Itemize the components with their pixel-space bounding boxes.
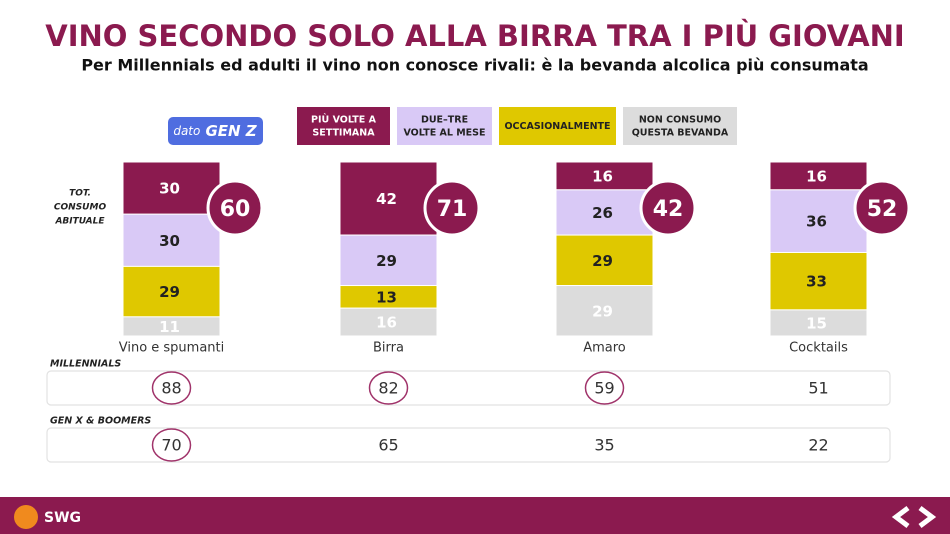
x-tick-label: Birra bbox=[373, 341, 404, 356]
data-label: 36 bbox=[806, 213, 827, 231]
total-label: TOT. bbox=[69, 189, 91, 199]
row-value: 70 bbox=[161, 436, 181, 455]
data-label: 42 bbox=[376, 190, 397, 208]
chart-title: VINO SECONDO SOLO ALLA BIRRA TRA I PIÙ G… bbox=[45, 19, 904, 53]
footer-logo: SWG bbox=[44, 510, 81, 526]
total-circle bbox=[206, 179, 264, 237]
total-circle bbox=[639, 179, 697, 237]
footer-logo-icon bbox=[14, 505, 38, 529]
row-box bbox=[46, 427, 891, 463]
row-value: 35 bbox=[594, 436, 614, 455]
data-label: 26 bbox=[592, 204, 613, 222]
x-tick-label: Cocktails bbox=[789, 341, 848, 356]
bar-segment bbox=[555, 189, 654, 236]
data-label: 16 bbox=[592, 167, 613, 185]
brand-logo bbox=[891, 506, 937, 528]
row-box bbox=[46, 370, 891, 406]
footer-bar bbox=[0, 497, 950, 534]
badge-label: GEN Z bbox=[205, 122, 257, 140]
row-value: 59 bbox=[594, 379, 614, 398]
bar-segment bbox=[555, 234, 654, 287]
bar-segment bbox=[339, 307, 438, 337]
highlight-ring bbox=[368, 371, 409, 405]
row-value: 82 bbox=[378, 379, 398, 398]
highlight-ring bbox=[151, 371, 192, 405]
data-label: 13 bbox=[376, 288, 397, 306]
data-label: 11 bbox=[159, 318, 180, 336]
total-label: CONSUMO bbox=[54, 203, 107, 213]
x-tick-label: Amaro bbox=[583, 341, 626, 356]
data-label: 16 bbox=[376, 314, 397, 332]
row-value: 65 bbox=[378, 436, 398, 455]
bar-segment bbox=[122, 213, 221, 267]
total-value: 52 bbox=[867, 197, 898, 222]
legend-swatch bbox=[623, 107, 737, 145]
data-label: 33 bbox=[806, 273, 827, 291]
data-label: 15 bbox=[806, 314, 827, 332]
legend-label: OCCASIONALMENTE bbox=[504, 121, 610, 132]
bar-segment bbox=[555, 285, 654, 337]
row-value: 88 bbox=[161, 379, 181, 398]
badge-prefix: dato bbox=[173, 124, 200, 138]
data-label: 29 bbox=[592, 302, 613, 320]
row-label: MILLENNIALS bbox=[50, 359, 121, 370]
legend-label: DUE–TRE VOLTE AL MESE bbox=[403, 114, 485, 138]
data-label: 29 bbox=[592, 252, 613, 270]
chart-subtitle: Per Millennials ed adulti il vino non co… bbox=[81, 56, 868, 75]
total-circle bbox=[853, 179, 911, 237]
legend-swatch bbox=[499, 107, 616, 145]
data-label: 29 bbox=[376, 252, 397, 270]
total-circle bbox=[423, 179, 481, 237]
legend-label: NON CONSUMO QUESTA BEVANDA bbox=[632, 114, 729, 138]
data-label: 30 bbox=[159, 232, 180, 250]
total-value: 60 bbox=[220, 197, 251, 222]
legend-swatch bbox=[397, 107, 492, 145]
data-label: 29 bbox=[159, 283, 180, 301]
x-tick-label: Vino e spumanti bbox=[119, 341, 225, 356]
data-label: 16 bbox=[806, 167, 827, 185]
bar-segment bbox=[769, 309, 868, 337]
bar-segment bbox=[339, 234, 438, 287]
bar-segment bbox=[122, 316, 221, 337]
badge bbox=[168, 117, 263, 145]
total-label: ABITUALE bbox=[54, 217, 105, 227]
row-value: 51 bbox=[808, 379, 828, 398]
highlight-ring bbox=[584, 371, 625, 405]
badge-text: dato GEN Z bbox=[173, 121, 257, 140]
row-label: GEN X & BOOMERS bbox=[50, 416, 151, 427]
legend-label: PIÙ VOLTE A SETTIMANA bbox=[311, 113, 377, 138]
bar-segment bbox=[339, 161, 438, 236]
total-value: 71 bbox=[437, 197, 468, 222]
highlight-ring bbox=[151, 428, 192, 462]
total-value: 42 bbox=[653, 197, 684, 222]
legend-swatch bbox=[297, 107, 390, 145]
bar-segment bbox=[769, 251, 868, 311]
row-value: 22 bbox=[808, 436, 828, 455]
data-label: 30 bbox=[159, 180, 180, 198]
